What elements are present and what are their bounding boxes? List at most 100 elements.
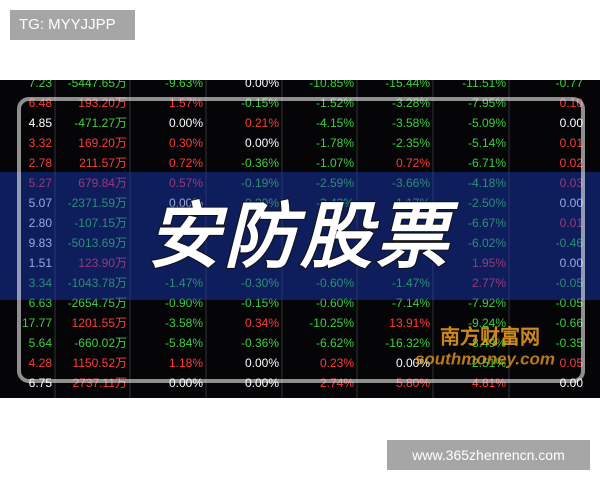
- table-cell: 0.00: [560, 116, 584, 130]
- stock-image: 7.23 -5447.65万 -9.63% 0.00% -10.85% -15.44% -1…: [0, 80, 600, 398]
- table-cell: -5.84%: [165, 336, 203, 350]
- table-cell: -6.71%: [468, 156, 506, 170]
- table-cell: 2.80: [29, 216, 53, 230]
- table-cell: 0.02: [560, 156, 584, 170]
- table-cell: 5.64: [29, 336, 53, 350]
- table-cell: -471.27万: [74, 116, 127, 130]
- table-cell: -0.46: [556, 236, 584, 250]
- table-cell: -0.60%: [316, 296, 354, 310]
- table-cell: -2.35%: [392, 136, 430, 150]
- table-cell: 0.01: [560, 216, 584, 230]
- table-cell: 2.78: [29, 156, 53, 170]
- table-cell: -2.50%: [468, 196, 506, 210]
- table-cell: 2.74%: [320, 376, 354, 390]
- footer-badge: www.365zhenrencn.com: [387, 440, 590, 470]
- table-cell: -0.60%: [316, 276, 354, 290]
- table-cell: -6.62%: [316, 336, 354, 350]
- table-cell: 5.27: [29, 176, 53, 190]
- table-cell: 4.28: [29, 356, 53, 370]
- table-cell: 4.81%: [472, 376, 506, 390]
- table-cell: -3.58%: [392, 116, 430, 130]
- table-cell: -2.51%: [468, 356, 506, 370]
- table-cell: 2737.11万: [73, 376, 128, 390]
- table-cell: -0.36%: [241, 336, 279, 350]
- table-cell: 0.34%: [245, 316, 279, 330]
- table-cell: -660.02万: [74, 336, 127, 350]
- frame: [17, 97, 585, 383]
- highlight-band: [0, 172, 600, 300]
- table-cell: 0.57%: [169, 176, 203, 190]
- table-cell: -8.49%: [468, 336, 506, 350]
- table-cell: -10.25%: [309, 316, 354, 330]
- table-cell: -1.47%: [165, 276, 203, 290]
- table-cell: 0.03: [560, 176, 584, 190]
- table-cell: -0.66: [556, 316, 584, 330]
- table-cell: 0.00%: [245, 136, 279, 150]
- table-cell: 2.77%: [472, 276, 506, 290]
- table-cell: -7.92%: [468, 296, 506, 310]
- badge: TG: MYYJJPP: [10, 10, 135, 40]
- table-cell: 1.51: [29, 256, 53, 270]
- table-cell: -0.15%: [241, 296, 279, 310]
- table-cell: 0.00%: [169, 376, 203, 390]
- table-cell: 1201.55万: [72, 316, 127, 330]
- table-cell: 0.00%: [396, 356, 430, 370]
- table-cell: -107.15万: [74, 216, 127, 230]
- table-cell: -0.30%: [241, 276, 279, 290]
- table-cell: -3.66%: [392, 176, 430, 190]
- table-cell: -2654.75万: [68, 296, 127, 310]
- table-cell: -6.67%: [468, 216, 506, 230]
- table-cell: -0.19%: [241, 176, 279, 190]
- table-cell: -2.59%: [316, 176, 354, 190]
- table-cell: -7.14%: [392, 296, 430, 310]
- table-cell: 0.00%: [245, 80, 279, 90]
- table-cell: 7.23: [29, 80, 53, 90]
- table-cell: 0.00%: [245, 376, 279, 390]
- table: 7.23 -5447.65万 -9.63% 0.00% -10.85% -15.44% -1…: [22, 80, 583, 398]
- table-cell: 17.77: [22, 316, 52, 330]
- table-cell: 0.72%: [169, 156, 203, 170]
- table-cell: 0.01: [560, 136, 584, 150]
- table-cell: 679.84万: [78, 176, 127, 190]
- table-cell: -0.05: [556, 296, 584, 310]
- table-cell: -0.77: [556, 80, 584, 90]
- table-cell: -11.51%: [462, 80, 506, 90]
- table-cell: 0.21%: [245, 116, 279, 130]
- table-cell: 1.18%: [169, 356, 203, 370]
- table-cell: -5.14%: [468, 136, 506, 150]
- table-cell: 6.75: [29, 376, 53, 390]
- table-cell: 9.83: [29, 236, 53, 250]
- table-cell: -15.44%: [385, 80, 430, 90]
- table-cell: 0.72%: [396, 156, 430, 170]
- table-cell: 0.00: [560, 256, 584, 270]
- table-cell: -5.09%: [468, 116, 506, 130]
- table-cell: -4.18%: [468, 176, 506, 190]
- title: 安防股票: [148, 197, 459, 277]
- watermark-site: southmoney.com: [415, 349, 555, 368]
- watermark-name: 南方财富网: [440, 324, 540, 348]
- table-cell: -9.63%: [165, 80, 203, 90]
- table-cell: -0.05: [556, 276, 584, 290]
- table-cell: -0.20%: [241, 196, 279, 210]
- table-cell: -1.78%: [316, 136, 354, 150]
- table-cell: 1.95%: [472, 256, 506, 270]
- table-cell: 1150.52万: [73, 356, 128, 370]
- background: [0, 80, 600, 398]
- table-cell: 5.07: [29, 196, 53, 210]
- table-cell: -9.24%: [468, 316, 506, 330]
- table-cell: 5.80%: [396, 376, 430, 390]
- table-cell: 211.57万: [79, 156, 127, 170]
- table-cell: -2371.59万: [68, 196, 127, 210]
- table-cell: -0.90%: [165, 296, 203, 310]
- table-cell: -0.35: [556, 336, 584, 350]
- table-cell: -3.43%: [316, 196, 354, 210]
- table-cell: -1.07%: [316, 156, 354, 170]
- table-cell: 0.05: [560, 356, 584, 370]
- table-cell: 4.85: [29, 116, 53, 130]
- table-cell: -1.17%: [392, 196, 430, 210]
- table-cell: 0.00%: [169, 196, 203, 210]
- table-cell: -5013.69万: [68, 236, 127, 250]
- table-cell: 0.23%: [320, 356, 354, 370]
- table-cell: 169.20万: [78, 136, 127, 150]
